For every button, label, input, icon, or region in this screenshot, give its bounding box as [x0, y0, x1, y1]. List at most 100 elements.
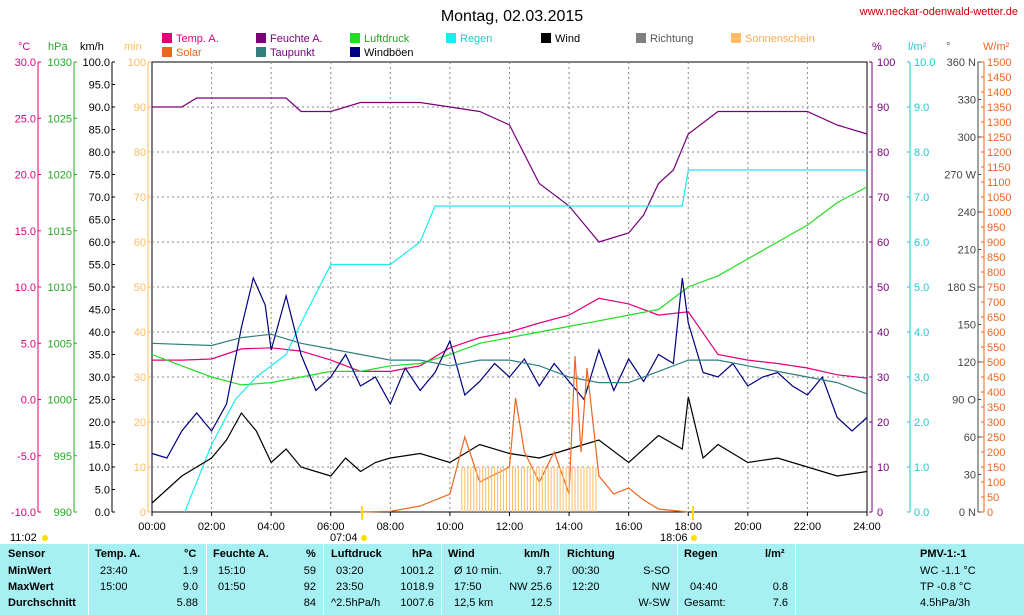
stats-min-temp: 1.9: [182, 565, 198, 577]
series-taupunkt: [151, 333, 868, 395]
legend-wind-label: Wind: [555, 33, 580, 45]
unit-wind: km/h: [80, 41, 104, 53]
site-url[interactable]: www.neckar-odenwald-wetter.de: [859, 6, 1018, 18]
stats-min-dir: S-SO: [643, 565, 670, 577]
axis-tick-rain: 4.0: [914, 327, 929, 339]
stats-avg-row: Durchschnitt 5.88 84 ^2.5hPa/h 1007.6 12…: [0, 596, 1024, 611]
axis-tick-temp: 10.0: [15, 282, 36, 294]
stats-hum-unit: %: [306, 548, 316, 560]
axis-tick-solar: 1450: [987, 72, 1011, 84]
axis-tick-direction: 30: [964, 470, 976, 482]
unit-direction: °: [946, 41, 950, 53]
axis-tick-rain: 0.0: [914, 507, 929, 519]
unit-rain: l/m²: [908, 41, 927, 53]
stats-max-temp-time: 15:00: [100, 581, 128, 593]
axis-tick-humidity: 100: [877, 57, 895, 69]
grid: [152, 62, 867, 512]
axis-tick-sun: 100: [128, 57, 146, 69]
legend-swatch-sunshine: [731, 33, 741, 43]
axis-tick-solar: 850: [987, 252, 1005, 264]
legend-swatch-rain: [446, 33, 456, 43]
sunset-tick: [692, 506, 694, 520]
axis-tick-direction: 240: [958, 207, 976, 219]
axis-tick-solar: 700: [987, 297, 1005, 309]
sunset-icon: [691, 535, 697, 541]
axis-tick-humidity: 10: [877, 462, 889, 474]
axis-tick-humidity: 20: [877, 417, 889, 429]
stats-avg-rain: 7.6: [772, 597, 788, 609]
x-tick-label: 08:00: [377, 521, 405, 533]
axis-tick-direction: 0 N: [959, 507, 976, 519]
chart-title: Montag, 02.03.2015: [441, 8, 583, 25]
stats-max-dir: NW: [651, 581, 670, 593]
axis-tick-solar: 750: [987, 282, 1005, 294]
series-windb-en: [151, 276, 868, 459]
stats-press-header: Luftdruck: [331, 548, 382, 560]
unit-pressure: hPa: [48, 41, 68, 53]
unit-labels: °C hPa km/h min % l/m² ° W/m²: [18, 41, 1010, 53]
stats-dir-header: Richtung: [567, 548, 615, 560]
stats-pmv-header: PMV-1:-1: [920, 548, 967, 560]
x-tick-label: 20:00: [734, 521, 762, 533]
stats-avg-pmv: 4.5hPa/3h: [920, 597, 971, 609]
axis-tick-solar: 650: [987, 312, 1005, 324]
axis-tick-direction: 330: [958, 95, 976, 107]
axis-tick-direction: 90 O: [952, 395, 976, 407]
axis-tick-humidity: 80: [877, 147, 889, 159]
x-tick-label: 18:00: [674, 521, 702, 533]
stats-avg-label: Durchschnitt: [8, 597, 76, 609]
axis-tick-wind: 55.0: [89, 260, 110, 272]
axis-tick-solar: 450: [987, 372, 1005, 384]
axis-tick-humidity: 90: [877, 102, 889, 114]
axis-tick-wind: 45.0: [89, 305, 110, 317]
sunrise-icon: [361, 535, 367, 541]
x-tick-label: 06:00: [317, 521, 345, 533]
axis-tick-wind: 50.0: [89, 282, 110, 294]
stats-hum-header: Feuchte A.: [213, 548, 269, 560]
sun-markers: 07:04 18:06 11:02: [10, 506, 697, 544]
axis-tick-solar: 1000: [987, 207, 1011, 219]
legend-pressure-label: Luftdruck: [364, 33, 410, 45]
legend-swatch-gusts: [350, 47, 360, 57]
legend-humidity-label: Feuchte A.: [270, 33, 323, 45]
stats-table: Sensor Temp. A. °C Feuchte A. % Luftdruc…: [0, 544, 1024, 615]
axis-tick-solar: 950: [987, 222, 1005, 234]
x-tick-label: 16:00: [615, 521, 643, 533]
axis-tick-rain: 5.0: [914, 282, 929, 294]
axis-tick-pressure: 990: [54, 507, 72, 519]
axis-tick-wind: 20.0: [89, 417, 110, 429]
axis-tick-pressure: 1010: [48, 282, 72, 294]
axis-tick-wind: 35.0: [89, 350, 110, 362]
legend-rain-label: Regen: [460, 33, 492, 45]
legend-solar-label: Solar: [176, 47, 202, 59]
axis-tick-sun: 50: [134, 282, 146, 294]
stats-min-label: MinWert: [8, 565, 52, 577]
axis-tick-temp: -5.0: [17, 451, 36, 463]
legend-swatch-solar: [162, 47, 172, 57]
axis-tick-humidity: 50: [877, 282, 889, 294]
axis-tick-humidity: 60: [877, 237, 889, 249]
legend-swatch-wind: [541, 33, 551, 43]
stats-temp-unit: °C: [184, 548, 197, 560]
stats-avg-press-trend: ^2.5hPa/h: [331, 597, 381, 609]
axis-tick-sun: 30: [134, 372, 146, 384]
axis-tick-temp: -10.0: [11, 507, 36, 519]
stats-min-hum: 59: [303, 565, 316, 577]
legend-dewpoint-label: Taupunkt: [270, 47, 315, 59]
legend-swatch-pressure: [350, 33, 360, 43]
unit-sun: min: [124, 41, 142, 53]
stats-min-wind: 9.7: [536, 565, 552, 577]
axis-tick-pressure: 1015: [48, 226, 72, 238]
axis-tick-direction: 270 W: [944, 170, 976, 182]
axis-tick-rain: 9.0: [914, 102, 929, 114]
stats-avg-wind-label: 12,5 km: [454, 597, 494, 609]
axis-tick-rain: 6.0: [914, 237, 929, 249]
stats-max-rain: 0.8: [772, 581, 788, 593]
sunset-label: 18:06: [660, 532, 688, 544]
axis-tick-temp: 5.0: [21, 338, 36, 350]
axis-tick-direction: 210: [958, 245, 976, 257]
stats-min-temp-time: 23:40: [100, 565, 128, 577]
axis-tick-pressure: 1030: [48, 57, 72, 69]
axis-tick-rain: 8.0: [914, 147, 929, 159]
stats-max-dir-time: 12:20: [572, 581, 600, 593]
